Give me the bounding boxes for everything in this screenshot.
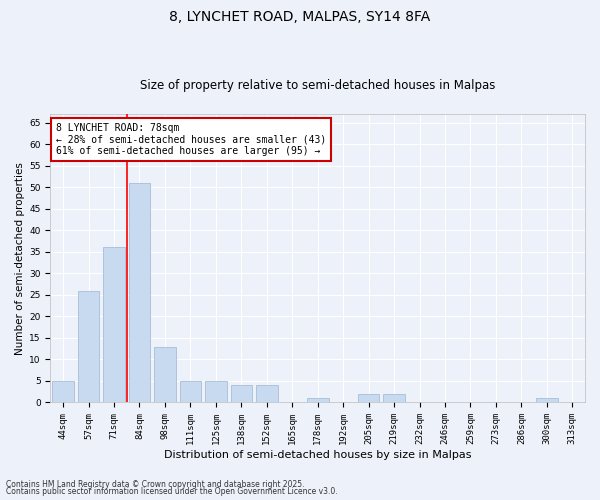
Y-axis label: Number of semi-detached properties: Number of semi-detached properties bbox=[15, 162, 25, 354]
Bar bbox=[52, 381, 74, 402]
Bar bbox=[383, 394, 405, 402]
Bar bbox=[536, 398, 557, 402]
Text: 8 LYNCHET ROAD: 78sqm
← 28% of semi-detached houses are smaller (43)
61% of semi: 8 LYNCHET ROAD: 78sqm ← 28% of semi-deta… bbox=[56, 122, 326, 156]
X-axis label: Distribution of semi-detached houses by size in Malpas: Distribution of semi-detached houses by … bbox=[164, 450, 472, 460]
Bar bbox=[128, 183, 151, 402]
Bar bbox=[307, 398, 329, 402]
Bar bbox=[78, 290, 100, 403]
Bar bbox=[179, 381, 201, 402]
Bar bbox=[256, 385, 278, 402]
Bar bbox=[103, 248, 125, 402]
Bar bbox=[230, 385, 252, 402]
Bar bbox=[358, 394, 379, 402]
Text: Contains public sector information licensed under the Open Government Licence v3: Contains public sector information licen… bbox=[6, 487, 338, 496]
Bar bbox=[205, 381, 227, 402]
Bar bbox=[154, 346, 176, 403]
Text: Contains HM Land Registry data © Crown copyright and database right 2025.: Contains HM Land Registry data © Crown c… bbox=[6, 480, 305, 489]
Text: 8, LYNCHET ROAD, MALPAS, SY14 8FA: 8, LYNCHET ROAD, MALPAS, SY14 8FA bbox=[169, 10, 431, 24]
Title: Size of property relative to semi-detached houses in Malpas: Size of property relative to semi-detach… bbox=[140, 79, 496, 92]
